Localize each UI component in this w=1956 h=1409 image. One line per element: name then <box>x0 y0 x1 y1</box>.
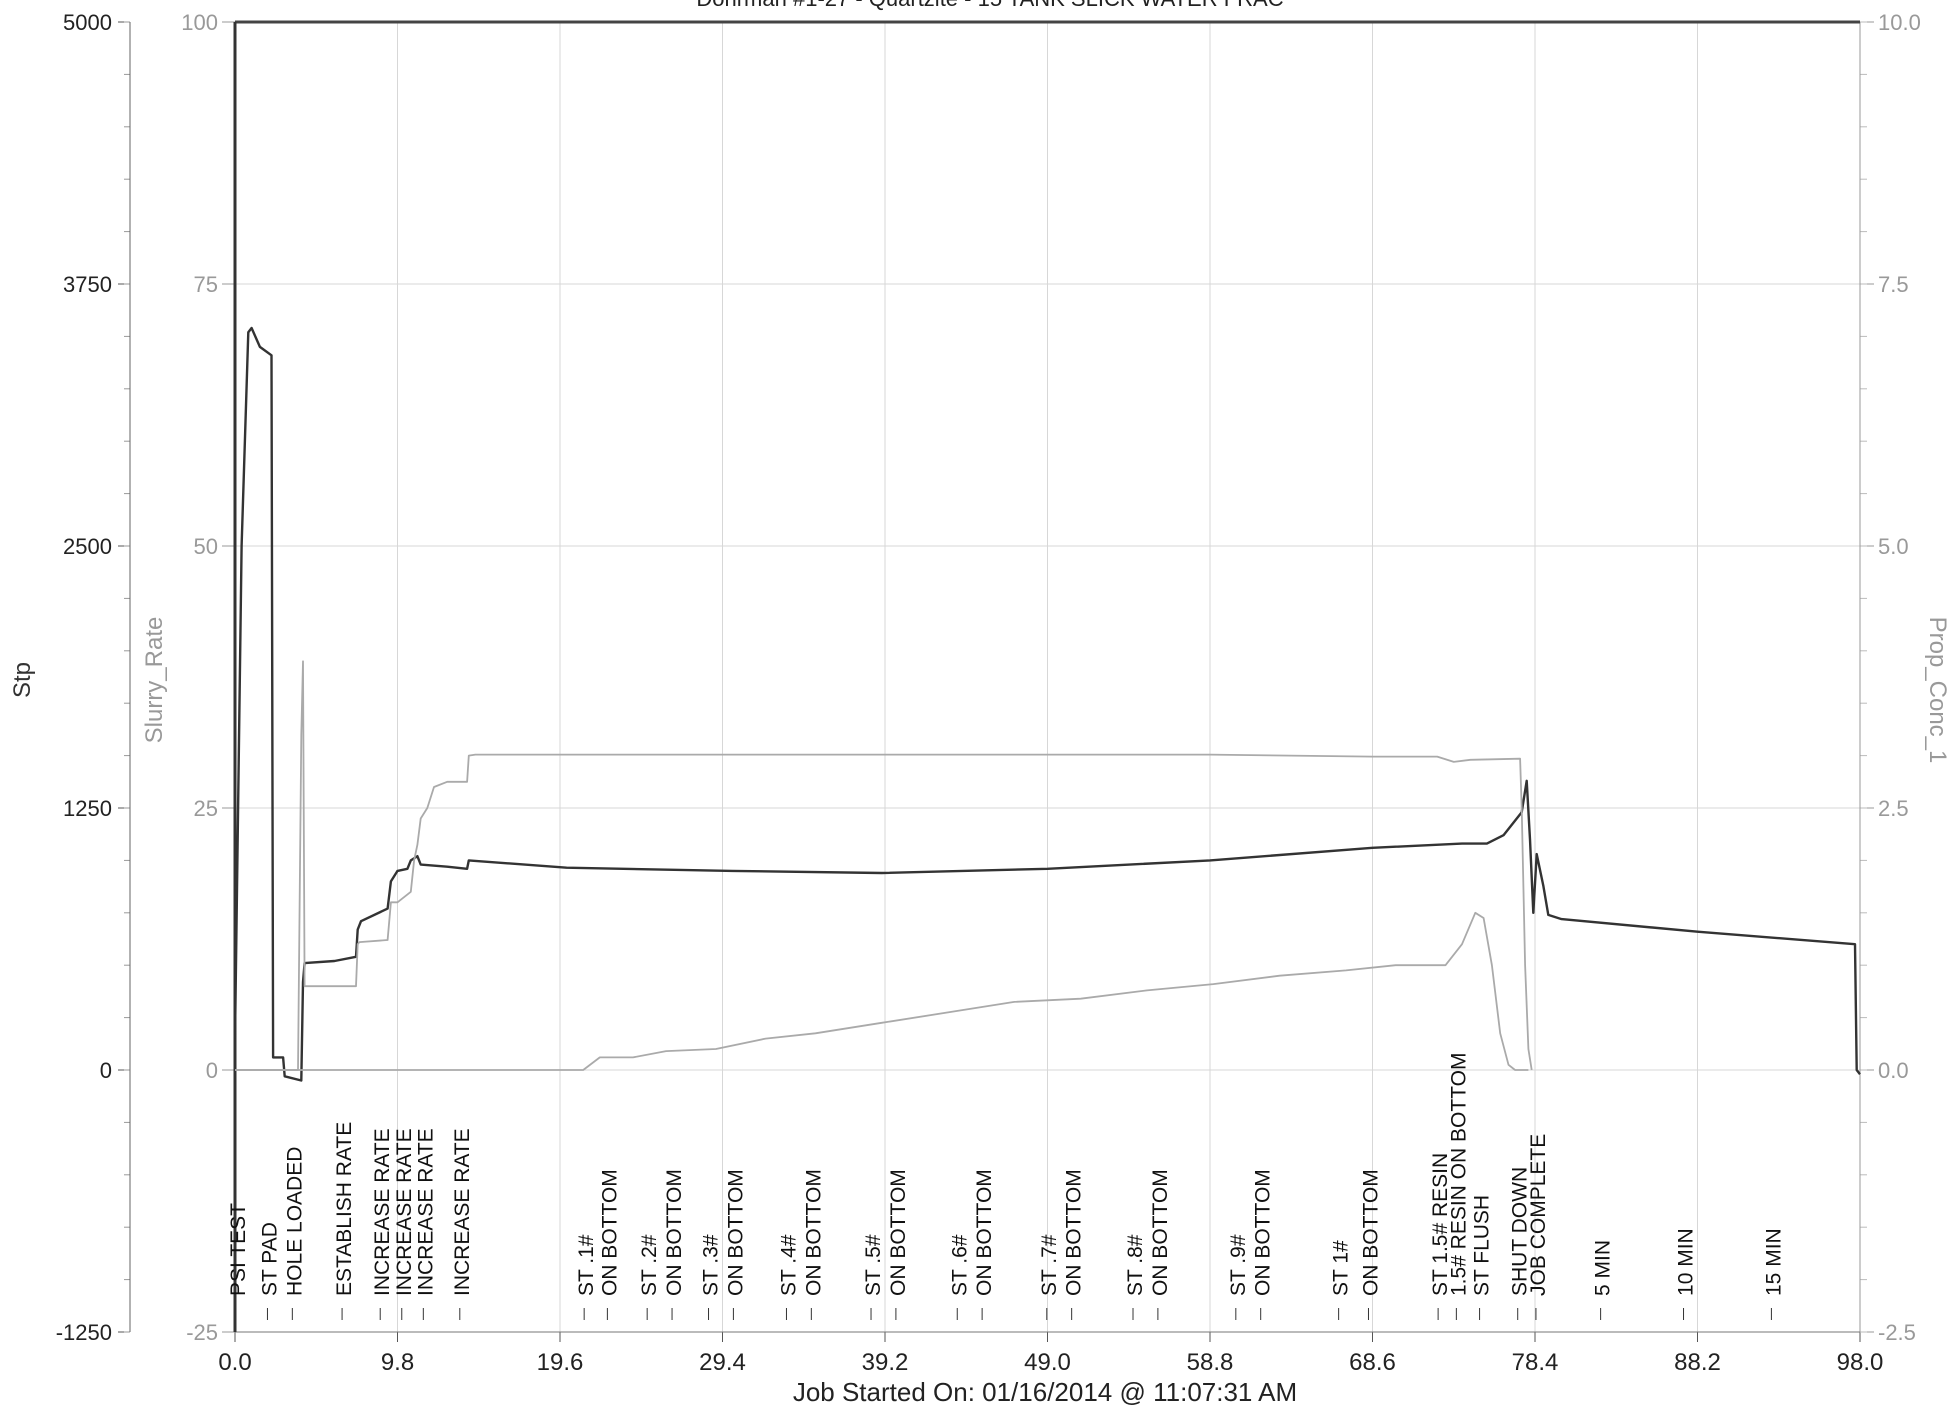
annotation-label: ST 1# <box>1330 1240 1353 1296</box>
annotation-label: ESTABLISH RATE <box>333 1122 356 1296</box>
annotation-label: ON BOTTOM <box>802 1169 825 1296</box>
annotation-label: ST .3# <box>700 1234 723 1296</box>
x-tick-label: 78.4 <box>1512 1349 1559 1376</box>
annotation-label: 15 MIN <box>1762 1228 1785 1296</box>
axes: 0.0 9.8 19.6 29.4 39.2 49.0 58.8 68.6 78.4 88.2 98… <box>56 10 1921 1376</box>
x-axis-label: Job Started On: 01/16/2014 @ 11:07:31 AM <box>793 1377 1297 1407</box>
x-tick-label: 58.8 <box>1187 1349 1234 1376</box>
stp-tick-label: 5000 <box>63 10 112 35</box>
annotation-label: ST .5# <box>862 1234 885 1296</box>
annotation-label: ST .6# <box>948 1234 971 1296</box>
prop-conc-tick-label: 10.0 <box>1878 10 1921 35</box>
annotation-label: ON BOTTOM <box>973 1169 996 1296</box>
annotation-label: ST .9# <box>1227 1234 1250 1296</box>
annotation-label: ON BOTTOM <box>598 1169 621 1296</box>
annotation-label: ST .2# <box>638 1234 661 1296</box>
x-tick-label: 98.0 <box>1837 1349 1884 1376</box>
stp-tick-label: 2500 <box>63 534 112 559</box>
prop-conc-tick-label: 5.0 <box>1878 534 1909 559</box>
annotation-label: 1.5# RESIN ON BOTTOM <box>1447 1053 1470 1297</box>
x-tick-label: 68.6 <box>1349 1349 1396 1376</box>
annotation-label: ST PAD <box>259 1222 282 1296</box>
annotation-label: ST .1# <box>575 1234 598 1296</box>
prop-conc-tick-label: 0.0 <box>1878 1058 1909 1083</box>
annotation-label: ON BOTTOM <box>887 1169 910 1296</box>
annotation-label: ON BOTTOM <box>1252 1169 1275 1296</box>
annotation-label: PSI TEST <box>227 1203 250 1296</box>
x-tick-label: 39.2 <box>862 1349 909 1376</box>
series-line-prop-conc-1 <box>235 911 1529 1071</box>
x-tick-label: 88.2 <box>1674 1349 1721 1376</box>
slurry-rate-tick-label: 25 <box>194 796 218 821</box>
slurry-rate-axis-title: Slurry_Rate <box>141 617 168 744</box>
annotation-label: ON BOTTOM <box>1360 1169 1383 1296</box>
stp-tick-label: 1250 <box>63 796 112 821</box>
annotation-label: INCREASE RATE <box>371 1128 394 1296</box>
annotation-label: ST .7# <box>1038 1234 1061 1296</box>
stp-axis-title: Stp <box>9 662 36 698</box>
stp-tick-label: 0 <box>100 1058 112 1083</box>
slurry-rate-tick-label: 50 <box>194 534 218 559</box>
annotation-label: ON BOTTOM <box>724 1169 747 1296</box>
series-line-slurry-rate <box>235 660 1533 1071</box>
prop-conc-tick-label: 2.5 <box>1878 796 1909 821</box>
x-tick-label: 9.8 <box>381 1349 414 1376</box>
event-annotations: PSI TEST ST PAD HOLE LOADED ESTABLISH RATE I… <box>227 1053 1785 1320</box>
annotation-label: INCREASE RATE <box>451 1128 474 1296</box>
annotation-label: ON BOTTOM <box>1063 1169 1086 1296</box>
series-lines <box>233 326 1861 1082</box>
annotation-label: 10 MIN <box>1675 1228 1698 1296</box>
prop-conc-tick-label: -2.5 <box>1878 1320 1916 1345</box>
annotation-label: 5 MIN <box>1592 1240 1615 1296</box>
annotation-label: INCREASE RATE <box>414 1128 437 1296</box>
x-tick-label: 49.0 <box>1024 1349 1071 1376</box>
slurry-rate-tick-label: 0 <box>206 1058 218 1083</box>
slurry-rate-tick-label: -25 <box>186 1320 218 1345</box>
prop-conc-axis-title: Prop_Conc_1 <box>1924 617 1951 764</box>
annotation-label: ST 1.5# RESIN <box>1429 1153 1452 1296</box>
slurry-rate-tick-label: 75 <box>194 272 218 297</box>
annotation-label: ON BOTTOM <box>663 1169 686 1296</box>
annotation-label: ST .4# <box>778 1234 801 1296</box>
annotation-label: JOB COMPLETE <box>1527 1134 1550 1296</box>
annotation-label: INCREASE RATE <box>393 1128 416 1296</box>
x-tick-label: 29.4 <box>699 1349 746 1376</box>
stp-tick-label: 3750 <box>63 272 112 297</box>
grid <box>234 21 1861 1333</box>
annotation-label: HOLE LOADED <box>283 1147 306 1296</box>
x-tick-label: 19.6 <box>537 1349 584 1376</box>
chart-title: Dohrman #1-27 - Quartzite - 15 TANK SLIC… <box>696 0 1283 11</box>
prop-conc-tick-label: 7.5 <box>1878 272 1909 297</box>
x-tick-label: 0.0 <box>218 1349 251 1376</box>
annotation-label: SHUT DOWN <box>1509 1167 1532 1296</box>
annotation-label: ON BOTTOM <box>1149 1169 1172 1296</box>
annotation-label: ST FLUSH <box>1471 1195 1494 1296</box>
annotation-label: ST .8# <box>1124 1234 1147 1296</box>
stp-tick-label: -1250 <box>56 1320 112 1345</box>
slurry-rate-tick-label: 100 <box>181 10 218 35</box>
